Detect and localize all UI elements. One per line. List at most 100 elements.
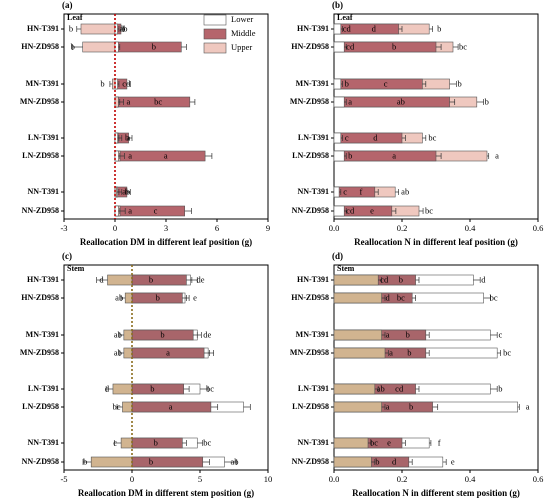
- category-label: MN-ZD958: [290, 97, 329, 106]
- significance-letter: d: [99, 274, 104, 284]
- category-label: LN-T391: [298, 133, 329, 142]
- significance-letter: cd: [380, 274, 389, 284]
- bar-lower: [123, 329, 133, 341]
- significance-letter: e: [370, 205, 374, 215]
- bar-lower: [90, 456, 133, 468]
- category-label: HN-ZD958: [291, 293, 329, 302]
- significance-letter: b: [149, 456, 153, 466]
- category-label: MN-T391: [296, 79, 329, 88]
- category-label: HN-ZD958: [291, 42, 329, 51]
- significance-letter: bc: [370, 437, 378, 447]
- corner-label: Leaf: [337, 13, 353, 22]
- category-label: HN-T391: [297, 24, 329, 33]
- x-tick-label: 10: [264, 474, 273, 484]
- category-label: HN-ZD958: [21, 293, 59, 302]
- significance-letter: ab: [115, 292, 123, 302]
- significance-letter: b: [152, 41, 156, 51]
- bar-lower: [333, 401, 382, 413]
- significance-letter: cd: [343, 23, 352, 33]
- significance-letter: b: [149, 274, 153, 284]
- bar-upper: [82, 41, 116, 53]
- significance-letter: a: [389, 347, 393, 357]
- legend-swatch: [203, 14, 227, 26]
- significance-letter: bc: [459, 41, 467, 51]
- significance-letter: ab: [120, 23, 128, 33]
- x-axis-label: Reallocation N in different stem positio…: [352, 488, 520, 498]
- significance-letter: ab: [114, 347, 122, 357]
- significance-letter: c: [384, 78, 388, 88]
- bar-lower: [333, 41, 345, 53]
- category-label: NN-T391: [27, 438, 59, 447]
- bar-middle: [114, 41, 182, 53]
- category-label: HN-T391: [297, 275, 329, 284]
- x-tick-label: 0: [113, 223, 117, 233]
- significance-letter: bc: [397, 292, 405, 302]
- x-tick-label: 0.6: [533, 474, 544, 484]
- significance-letter: a: [164, 150, 168, 160]
- significance-letter: bc: [206, 383, 214, 393]
- category-label: LN-ZD958: [292, 402, 329, 411]
- significance-letter: b: [154, 437, 158, 447]
- panel-label: (b): [332, 0, 343, 10]
- significance-letter: a: [526, 401, 530, 411]
- category-label: LN-T391: [28, 384, 59, 393]
- significance-letter: a: [386, 401, 390, 411]
- x-tick-label: 0.0: [329, 474, 340, 484]
- corner-label: Stem: [337, 264, 355, 273]
- bar-lower: [333, 329, 382, 341]
- bar-lower: [333, 437, 369, 449]
- category-label: NN-ZD958: [22, 206, 59, 215]
- category-label: MN-T391: [26, 79, 59, 88]
- plot-frame: [333, 13, 539, 220]
- category-label: HN-T391: [27, 275, 59, 284]
- x-tick-label: 0.6: [533, 223, 544, 233]
- significance-letter: c: [499, 329, 503, 339]
- category-label: LN-ZD958: [22, 151, 59, 160]
- category-label: MN-ZD958: [20, 97, 59, 106]
- significance-letter: cd: [346, 41, 355, 51]
- significance-letter: b: [125, 132, 129, 142]
- significance-letter: b: [71, 41, 75, 51]
- panel-label: (a): [62, 0, 73, 10]
- significance-letter: bc: [203, 437, 211, 447]
- x-axis-label: Reallocation N in different leaf positio…: [354, 237, 518, 247]
- significance-letter: bc: [490, 292, 498, 302]
- x-tick-label: 0: [130, 474, 134, 484]
- significance-letter: a: [166, 347, 170, 357]
- significance-letter: b: [125, 186, 129, 196]
- bar-lower: [333, 292, 382, 304]
- significance-letter: bc: [154, 96, 162, 106]
- significance-letter: ab: [377, 383, 385, 393]
- bar-lower: [333, 274, 379, 286]
- significance-letter: d: [373, 132, 378, 142]
- bar-lower: [112, 383, 133, 395]
- significance-letter: a: [386, 329, 390, 339]
- category-label: NN-ZD958: [22, 457, 59, 466]
- bar-lower: [333, 456, 372, 468]
- significance-letter: ab: [230, 456, 238, 466]
- category-label: LN-T391: [28, 133, 59, 142]
- significance-letter: b: [121, 23, 125, 33]
- category-label: MN-T391: [296, 330, 329, 339]
- significance-letter: d: [385, 292, 390, 302]
- panel-label: (c): [62, 251, 72, 261]
- significance-letter: de: [203, 329, 211, 339]
- significance-letter: d: [372, 23, 377, 33]
- legend-label: Middle: [231, 28, 256, 38]
- bar-lower: [333, 78, 342, 90]
- category-label: LN-ZD958: [22, 402, 59, 411]
- bar-lower: [114, 23, 118, 35]
- category-label: NN-ZD958: [292, 457, 329, 466]
- significance-letter: b: [457, 78, 461, 88]
- significance-letter: a: [348, 96, 352, 106]
- significance-letter: bc: [112, 401, 120, 411]
- significance-letter: de: [196, 274, 204, 284]
- significance-letter: d: [481, 274, 486, 284]
- significance-letter: a: [392, 150, 396, 160]
- panel-b: (b) Leaf 0.0 0.2 0.4 0.6 Reallocation N in dif…: [290, 0, 543, 247]
- legend-swatch: [203, 42, 227, 54]
- bar-lower: [333, 205, 345, 217]
- legend-label: Upper: [231, 42, 252, 52]
